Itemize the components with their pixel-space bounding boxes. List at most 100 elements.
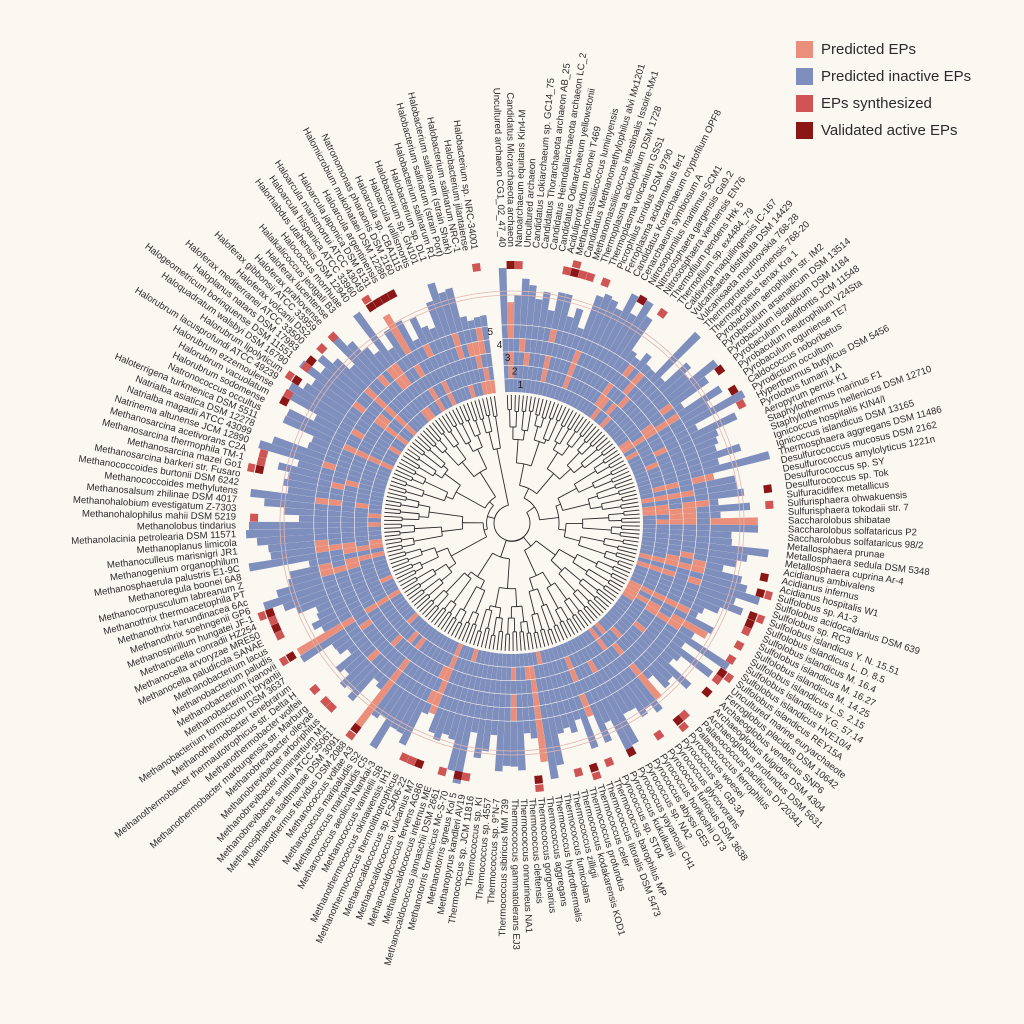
- heatmap-cell: [476, 382, 484, 396]
- tree-arc: [404, 489, 407, 494]
- heatmap-cell: [342, 590, 357, 601]
- heatmap-cell: [399, 390, 412, 405]
- bar: [697, 444, 717, 458]
- heatmap-cell: [417, 670, 429, 685]
- tree-branch: [469, 624, 477, 644]
- tree-arc: [410, 477, 414, 481]
- heatmap-cell: [331, 482, 345, 491]
- heatmap-cell: [491, 666, 498, 680]
- tree-branch: [546, 452, 559, 469]
- heatmap-cell: [556, 701, 566, 715]
- heatmap-cell: [342, 542, 356, 549]
- heatmap-cell: [548, 328, 558, 343]
- heatmap-cell: [664, 623, 679, 636]
- heatmap-cell: [533, 665, 541, 679]
- bar: [644, 368, 656, 380]
- bar: [473, 316, 482, 328]
- heatmap-cell: [328, 499, 342, 507]
- heatmap-cell: [395, 434, 409, 446]
- tree-branch: [593, 461, 605, 469]
- bar: [362, 347, 387, 374]
- heatmap-cell: [530, 679, 538, 693]
- heatmap-cell: [462, 645, 471, 660]
- heatmap-cell: [653, 616, 667, 628]
- bar: [371, 682, 400, 719]
- tree-arc: [577, 449, 583, 455]
- bar: [429, 327, 440, 341]
- heatmap-cell: [555, 673, 564, 688]
- heatmap-cell: [569, 682, 579, 697]
- heatmap-cell: [554, 330, 564, 345]
- heatmap-cell: [655, 504, 669, 511]
- bar: [467, 319, 476, 330]
- heatmap-cell: [489, 679, 497, 694]
- phylogenetic-tree: [384, 394, 641, 652]
- tree-branch: [480, 580, 485, 589]
- tree-branch: [617, 548, 637, 555]
- heatmap-cell: [382, 457, 396, 467]
- heatmap-cell: [537, 381, 545, 396]
- heatmap-cell: [335, 465, 350, 475]
- heatmap-cell: [551, 343, 560, 358]
- legend-label: EPs synthesized: [821, 95, 932, 112]
- tree-branch: [515, 439, 519, 463]
- tree-branch: [601, 443, 613, 454]
- tree-branch: [517, 395, 520, 412]
- heatmap-cell: [600, 682, 612, 698]
- heatmap-cell: [596, 362, 608, 377]
- heatmap-cell: [639, 612, 653, 625]
- heatmap-cell: [475, 355, 483, 369]
- heatmap-cell: [406, 647, 419, 661]
- heatmap-cell: [378, 599, 393, 611]
- legend-item-validated-active-eps: Validated active EPs: [796, 117, 1016, 144]
- heatmap-cell: [390, 614, 404, 627]
- tree-branch: [534, 414, 538, 426]
- heatmap-cell: [449, 698, 460, 713]
- heatmap-cell: [688, 463, 703, 473]
- heatmap-cell: [508, 338, 514, 352]
- synthesis-marker-ring: [247, 260, 774, 792]
- heatmap-cell: [531, 367, 539, 381]
- heatmap-cell: [600, 365, 613, 380]
- heatmap-cell: [377, 413, 391, 426]
- heatmap-cell: [325, 584, 340, 595]
- tree-branch: [542, 571, 552, 586]
- heatmap-cell: [439, 336, 450, 351]
- heatmap-cell: [608, 405, 621, 419]
- heatmap-cell: [539, 704, 548, 719]
- tree-branch: [422, 493, 445, 502]
- heatmap-cell: [431, 646, 442, 661]
- heatmap-cell: [401, 355, 414, 370]
- validated-active-marker: [716, 667, 728, 679]
- tree-branch: [610, 463, 626, 473]
- tree-arc: [577, 609, 581, 613]
- tree-branch: [571, 616, 582, 631]
- heatmap-cell: [536, 367, 543, 382]
- heatmap-cell: [591, 657, 603, 671]
- bar: [447, 714, 468, 772]
- bar: [583, 705, 594, 718]
- tree-branch: [391, 560, 409, 569]
- heatmap-cell: [341, 516, 355, 523]
- tree-branch: [404, 583, 420, 594]
- heatmap-cell: [427, 403, 439, 417]
- heatmap-cell: [642, 608, 656, 621]
- heatmap-cell: [467, 661, 476, 676]
- heatmap-cell: [606, 610, 620, 623]
- bar: [560, 714, 570, 729]
- heatmap-cell: [354, 512, 368, 518]
- heatmap-cell: [677, 473, 691, 482]
- tree-branch: [588, 568, 610, 582]
- heatmap-cell: [615, 639, 629, 652]
- heatmap-cell: [420, 392, 432, 406]
- tree-branch: [570, 414, 581, 431]
- tree-branch: [400, 504, 418, 509]
- tree-branch: [610, 460, 624, 469]
- heatmap-cell: [646, 466, 661, 476]
- tree-branch: [562, 503, 590, 511]
- tree-branch: [604, 453, 620, 464]
- heatmap-cell: [393, 437, 407, 449]
- heatmap-cell: [538, 664, 546, 678]
- heatmap-cell: [363, 571, 378, 581]
- tree-branch: [620, 532, 640, 535]
